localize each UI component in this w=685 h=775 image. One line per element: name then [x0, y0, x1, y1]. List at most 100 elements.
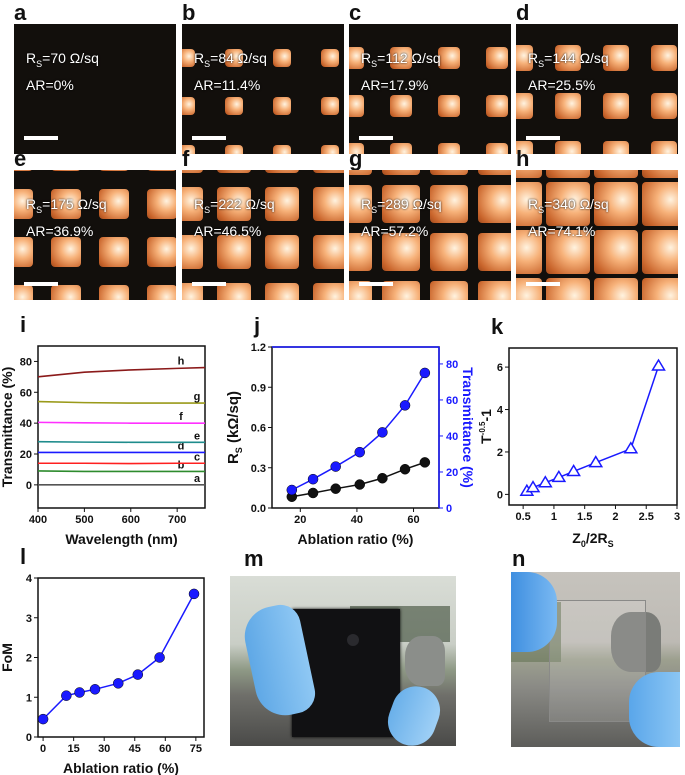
- panel-label-d: d: [516, 0, 530, 25]
- ablated-square: [349, 143, 364, 154]
- x-tick-label: 0.5: [516, 511, 531, 523]
- rs-symbol: R: [528, 50, 539, 66]
- panel-label-k: k: [491, 314, 504, 339]
- ablated-square: [182, 282, 204, 300]
- data-point: [419, 367, 431, 379]
- ablated-square: [216, 170, 252, 174]
- ablated-square: [312, 234, 344, 270]
- series-label-h: h: [178, 356, 185, 368]
- panel-label-h: h: [516, 146, 530, 171]
- ablated-square: [429, 184, 469, 224]
- plot-frame: [508, 347, 678, 506]
- micrograph-annotation: RS=144 Ω/sq AR=25.5%: [528, 48, 609, 96]
- right-y-tick-label: 40: [446, 431, 458, 443]
- ablated-square: [225, 49, 243, 67]
- series-label-g: g: [194, 391, 201, 403]
- ablated-square: [182, 234, 204, 270]
- x-tick-label: 3: [674, 511, 680, 523]
- series-line-f: [37, 421, 205, 424]
- panel-label-g: g: [349, 146, 363, 171]
- data-point: [154, 652, 165, 663]
- ablated-square: [642, 230, 678, 274]
- x-tick-label: 600: [122, 514, 140, 526]
- ablated-square: [349, 47, 364, 69]
- ablated-square: [349, 95, 364, 117]
- ablated-square: [216, 234, 252, 270]
- y-axis-label-part: S: [234, 447, 244, 453]
- ablated-square: [273, 97, 291, 115]
- data-point: [399, 463, 411, 475]
- ablated-square: [603, 45, 629, 71]
- ablated-square: [477, 170, 511, 176]
- rs-symbol: R: [361, 50, 372, 66]
- reflection-spot: [347, 634, 359, 646]
- ablated-square: [146, 170, 176, 172]
- y-tick-label: 4: [26, 573, 33, 585]
- y-axis-label-part: (kΩ/sq): [225, 391, 242, 447]
- rs-symbol: R: [26, 50, 37, 66]
- ablated-square: [438, 95, 460, 117]
- ablated-square: [429, 280, 469, 300]
- x-tick-label: 60: [159, 743, 171, 755]
- ar-value: AR=57.2%: [361, 222, 429, 239]
- ablated-square: [516, 170, 542, 178]
- panel-label-l: l: [20, 544, 26, 569]
- x-tick-label: 45: [129, 743, 141, 755]
- rs-value: =340 Ω/sq: [544, 196, 609, 212]
- x-axis-label: Ablation ratio (%): [298, 531, 414, 547]
- ablated-square: [516, 182, 542, 226]
- x-axis-label-part: S: [608, 539, 614, 549]
- ablated-square: [555, 45, 581, 71]
- rock-sculpture: [611, 612, 661, 672]
- ablated-square: [312, 186, 344, 222]
- ablated-square: [225, 145, 243, 154]
- gloved-hand-right: [629, 672, 680, 747]
- ablated-square: [594, 230, 638, 274]
- data-point: [307, 487, 319, 499]
- y-tick-label: 0: [26, 732, 32, 744]
- scale-bar: [24, 136, 58, 140]
- rs-value: =70 Ω/sq: [42, 50, 99, 66]
- right-y-tick-label: 60: [446, 395, 458, 407]
- data-point: [113, 678, 124, 689]
- x-axis-label-part: 0: [581, 539, 586, 549]
- y-axis-label-part: R: [225, 453, 242, 464]
- rs-value: =222 Ω/sq: [210, 196, 275, 212]
- micrograph-b: RS=84 Ω/sq AR=11.4%: [182, 24, 344, 154]
- micrograph-annotation: RS=84 Ω/sq AR=11.4%: [194, 48, 267, 96]
- x-axis-label: Ablation ratio (%): [63, 760, 179, 775]
- ablated-square: [98, 284, 130, 300]
- ablated-square: [321, 97, 339, 115]
- ablated-square: [321, 49, 339, 67]
- data-point: [286, 484, 298, 496]
- ablated-square: [429, 232, 469, 272]
- panel-label-f: f: [182, 146, 190, 171]
- ablated-square: [182, 170, 204, 174]
- micrograph-d: RS=144 Ω/sq AR=25.5%: [516, 24, 678, 154]
- y-tick-label: 0.0: [251, 503, 266, 515]
- ablated-square: [486, 143, 508, 154]
- y-axis-label: FoM: [0, 643, 15, 672]
- rs-symbol: R: [528, 196, 539, 212]
- data-point: [74, 687, 85, 698]
- ablated-square: [381, 170, 421, 176]
- series-label-d: d: [178, 440, 185, 452]
- ablated-square: [312, 282, 344, 300]
- ablated-square: [216, 282, 252, 300]
- x-axis-label: Wavelength (nm): [65, 531, 177, 547]
- series-line-g: [37, 400, 205, 404]
- x-tick-label: 2: [612, 511, 618, 523]
- ablated-square: [546, 170, 590, 178]
- data-point: [61, 690, 72, 701]
- ablated-square: [349, 232, 373, 272]
- rs-value: =84 Ω/sq: [210, 50, 267, 66]
- ablated-square: [390, 143, 412, 154]
- ablated-square: [216, 186, 252, 222]
- ablated-square: [546, 182, 590, 226]
- ablated-square: [50, 188, 82, 220]
- ablated-square: [555, 93, 581, 119]
- x-tick-label: 1.5: [577, 511, 592, 523]
- micrograph-annotation: RS=112 Ω/sq AR=17.9%: [361, 48, 441, 96]
- ar-value: AR=74.1%: [528, 222, 596, 239]
